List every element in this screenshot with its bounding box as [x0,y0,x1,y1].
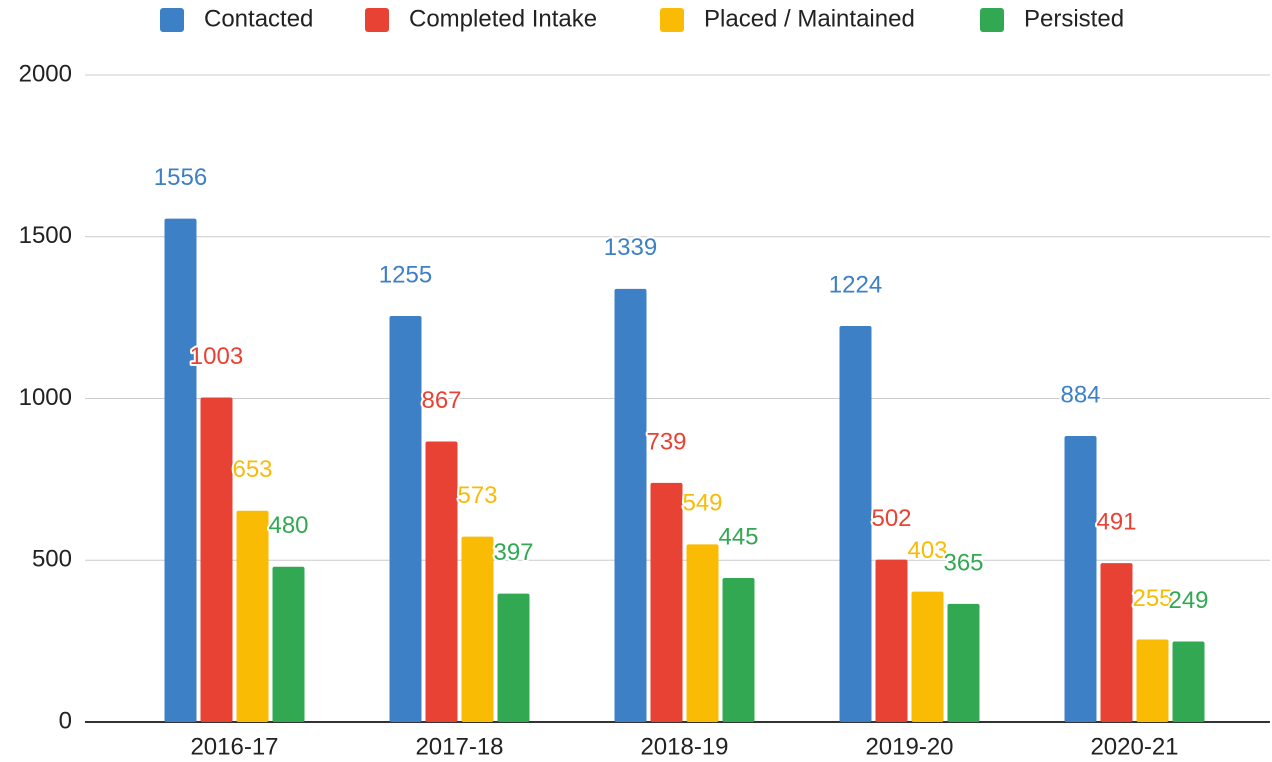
bar [236,510,269,722]
value-label: 480 [268,512,308,539]
value-label: 884 [1060,381,1100,408]
bar [164,218,197,722]
value-label: 653 [232,456,272,483]
value-label: 549 [682,490,722,517]
x-tick-label: 2020-21 [1090,733,1178,760]
legend-label: Contacted [204,5,313,32]
value-label: 1255 [379,261,432,288]
bar [272,566,305,722]
bar [911,591,944,722]
bar [614,288,647,722]
value-label: 1224 [829,271,882,298]
value-label: 255 [1132,585,1172,612]
y-tick-label: 500 [32,546,72,573]
bar [722,578,755,722]
legend-label: Placed / Maintained [704,5,915,32]
bar [425,441,458,722]
bar [1172,641,1205,722]
value-label: 739 [646,428,686,455]
value-label: 502 [871,505,911,532]
legend-swatch [660,8,684,32]
value-label: 403 [907,537,947,564]
x-tick-label: 2018-19 [640,733,728,760]
value-label: 445 [718,523,758,550]
value-label: 1556 [154,164,207,191]
y-tick-label: 1000 [19,384,72,411]
value-label: 249 [1168,587,1208,614]
bar [1064,436,1097,722]
legend-label: Completed Intake [409,5,597,32]
bar [875,559,908,722]
y-tick-label: 2000 [19,60,72,87]
bar [1100,563,1133,722]
legend-label: Persisted [1024,5,1124,32]
legend-swatch [160,8,184,32]
y-tick-label: 1500 [19,222,72,249]
x-tick-label: 2019-20 [865,733,953,760]
y-tick-label: 0 [59,707,72,734]
bar [200,397,233,722]
value-label: 573 [457,482,497,509]
legend-swatch [980,8,1004,32]
bar [1136,639,1169,722]
x-tick-label: 2017-18 [415,733,503,760]
bar [497,593,530,722]
value-label: 1003 [190,343,243,370]
bar [461,536,494,722]
legend-swatch [365,8,389,32]
bar [650,482,683,722]
bar [947,603,980,722]
bar [686,544,719,722]
bar [839,326,872,722]
x-tick-label: 2016-17 [190,733,278,760]
value-label: 491 [1096,509,1136,536]
value-label: 1339 [604,234,657,261]
value-label: 365 [943,549,983,576]
bar [389,316,422,722]
value-label: 397 [493,539,533,566]
value-label: 867 [421,387,461,414]
